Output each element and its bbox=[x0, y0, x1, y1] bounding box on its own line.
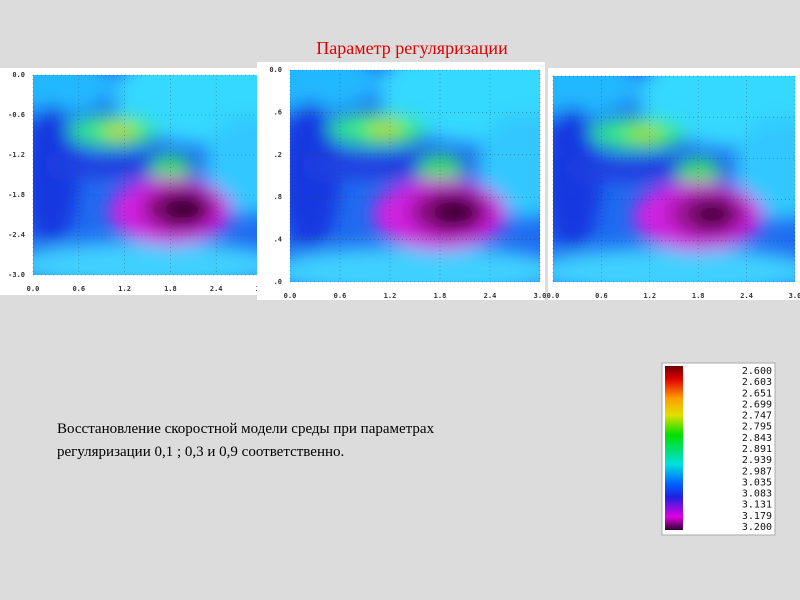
colorbar-label: 2.603 bbox=[742, 377, 772, 388]
colorbar-label: 3.200 bbox=[742, 522, 772, 533]
x-tick-label: 1.2 bbox=[384, 292, 397, 300]
x-tick-label: 2.4 bbox=[484, 292, 497, 300]
y-tick-label: 0.0 bbox=[12, 71, 25, 79]
x-tick-label: 1.2 bbox=[643, 292, 656, 300]
x-tick-label: 2.4 bbox=[210, 285, 223, 293]
heatmap bbox=[290, 70, 540, 282]
x-tick-label: 0.6 bbox=[72, 285, 85, 293]
x-tick-label: 1.2 bbox=[118, 285, 131, 293]
colorbar-label: 2.747 bbox=[742, 411, 772, 422]
colorbar-label: 2.795 bbox=[742, 422, 772, 433]
colorbar-label: 3.083 bbox=[742, 489, 772, 500]
heatmap-blob bbox=[204, 115, 262, 215]
heatmap-blob bbox=[33, 105, 79, 245]
x-tick-label: 0.6 bbox=[595, 292, 608, 300]
heatmap-blob bbox=[149, 155, 192, 183]
x-tick-label: 0.0 bbox=[27, 285, 40, 293]
heatmap-blob bbox=[290, 245, 540, 282]
heatmap-blob bbox=[375, 125, 395, 134]
heatmap-blob bbox=[290, 101, 340, 251]
heatmap bbox=[553, 76, 795, 282]
heatmap-blob bbox=[734, 117, 795, 221]
heatmap-blob bbox=[553, 76, 638, 118]
heatmap-blob bbox=[33, 75, 114, 115]
x-tick-label: 2.4 bbox=[740, 292, 753, 300]
colorbar-label: 3.131 bbox=[742, 500, 772, 511]
colorbar-label: 2.843 bbox=[742, 433, 772, 444]
y-tick-label: .2 bbox=[274, 151, 282, 159]
caption-line: регуляризации 0,1 ; 0,3 и 0,9 соответств… bbox=[57, 444, 344, 460]
colorbar-label: 3.179 bbox=[742, 511, 772, 522]
y-tick-label: -3.0 bbox=[8, 271, 25, 279]
y-tick-label: .6 bbox=[274, 108, 282, 116]
y-tick-label: -2.4 bbox=[8, 231, 25, 239]
y-tick-label: -0.6 bbox=[8, 111, 25, 119]
colorbar-label: 2.939 bbox=[742, 455, 772, 466]
y-tick-label: .8 bbox=[274, 193, 282, 201]
heatmap-blob bbox=[290, 70, 378, 113]
heatmap-blob bbox=[33, 241, 262, 275]
y-tick-label: .0 bbox=[274, 278, 282, 286]
colorbar-label: 2.891 bbox=[742, 444, 772, 455]
heatmap-blob bbox=[635, 129, 655, 138]
y-tick-label: .4 bbox=[274, 236, 282, 244]
x-tick-label: 0.6 bbox=[334, 292, 347, 300]
x-tick-label: 3.0 bbox=[534, 292, 547, 300]
x-tick-label: 0.0 bbox=[547, 292, 560, 300]
heatmap-blob bbox=[553, 106, 602, 252]
heatmap-blob bbox=[690, 199, 735, 229]
x-tick-label: 0.0 bbox=[284, 292, 297, 300]
heatmap-field bbox=[33, 75, 262, 275]
caption-line: Восстановление скоростной модели среды п… bbox=[57, 421, 435, 437]
heatmap-blob bbox=[477, 112, 540, 219]
heatmap-blob bbox=[417, 154, 463, 185]
title: Параметр регуляризации bbox=[316, 38, 508, 58]
y-tick-label: -1.2 bbox=[8, 151, 25, 159]
x-tick-label: 3.0 bbox=[789, 292, 800, 300]
colorbar-strip bbox=[665, 366, 683, 530]
x-tick-label: 1.8 bbox=[164, 285, 177, 293]
x-tick-label: 1.8 bbox=[434, 292, 447, 300]
x-tick-label: 1.8 bbox=[692, 292, 705, 300]
heatmap-blob bbox=[163, 195, 205, 223]
colorbar-label: 2.987 bbox=[742, 466, 772, 477]
y-tick-label: 0.0 bbox=[269, 66, 282, 74]
heatmap-blob bbox=[432, 197, 478, 227]
heatmap-field bbox=[290, 70, 540, 282]
colorbar-label: 2.699 bbox=[742, 399, 772, 410]
heatmap bbox=[33, 75, 262, 275]
colorbar-label: 2.600 bbox=[742, 366, 772, 377]
colorbar-label: 3.035 bbox=[742, 477, 772, 488]
heatmap-blob bbox=[110, 127, 130, 135]
y-tick-label: -1.8 bbox=[8, 191, 25, 199]
heatmap-field bbox=[553, 76, 795, 282]
colorbar-label: 2.651 bbox=[742, 388, 772, 399]
heatmap-blob bbox=[553, 246, 795, 282]
